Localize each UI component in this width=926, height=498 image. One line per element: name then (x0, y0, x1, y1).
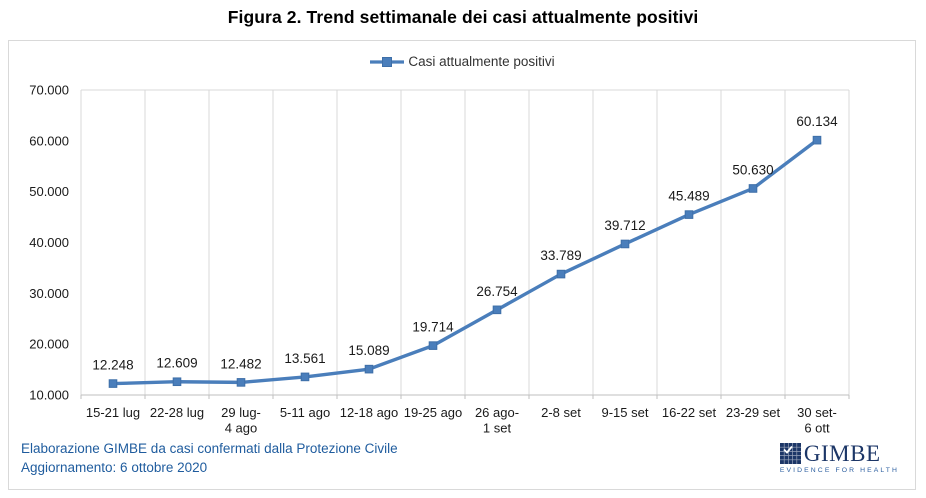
footer-update: Aggiornamento: 6 ottobre 2020 (21, 459, 208, 475)
x-axis-category-label: 23-29 set (726, 405, 781, 420)
gimbe-logo-grid-icon (779, 443, 801, 464)
chart-legend: Casi attualmente positivi (9, 54, 915, 69)
data-point-marker (812, 135, 822, 145)
chart-footer: Elaborazione GIMBE da casi confermati da… (21, 440, 398, 478)
y-axis-tick-label: 10.000 (29, 388, 69, 403)
data-point-marker (492, 305, 502, 315)
x-axis-category-label: 30 set-6 ott (797, 405, 837, 436)
data-point-marker (428, 341, 438, 350)
data-point-label: 60.134 (796, 114, 838, 129)
gimbe-logo-tagline: EVIDENCE FOR HEALTH (779, 467, 899, 474)
x-axis-category-label: 9-15 set (602, 405, 649, 420)
y-axis-tick-label: 60.000 (29, 133, 69, 148)
data-point-label: 45.489 (668, 189, 709, 204)
x-axis-category-label: 15-21 lug (86, 405, 140, 420)
data-point-label: 26.754 (476, 284, 518, 299)
data-point-label: 33.789 (540, 248, 581, 263)
data-point-marker (236, 378, 246, 387)
legend-line-marker-icon (370, 56, 405, 67)
x-axis-category-label: 29 lug-4 ago (221, 405, 261, 436)
line-chart-plot: 10.000 20.000 30.000 40.000 50.000 60.000 70.0… (29, 83, 850, 436)
data-point-label: 15.089 (348, 343, 389, 358)
data-point-marker (172, 377, 182, 387)
x-axis-category-label: 16-22 set (662, 405, 717, 420)
y-axis-tick-label: 40.000 (29, 235, 69, 250)
data-point-label: 12.609 (156, 356, 197, 371)
page-title: Figura 2. Trend settimanale dei casi att… (227, 7, 699, 27)
x-axis-category-label: 19-25 ago (404, 405, 463, 420)
footer-source: Elaborazione GIMBE da casi confermati da… (21, 441, 398, 456)
data-point-label: 13.561 (284, 351, 325, 366)
data-point-marker (684, 210, 694, 219)
x-axis-category-label: 12-18 ago (340, 405, 399, 420)
y-axis-tick-label: 30.000 (29, 286, 69, 301)
y-axis-tick-label: 50.000 (29, 184, 69, 199)
data-point-label: 19.714 (412, 320, 454, 335)
data-point-marker (556, 269, 566, 279)
x-axis-category-label: 2-8 set (541, 405, 581, 420)
y-axis-tick-label: 20.000 (29, 337, 69, 352)
x-axis-category-label: 5-11 ago (280, 405, 330, 420)
data-point-label: 50.630 (732, 162, 773, 177)
data-point-label: 12.248 (92, 358, 133, 373)
legend-label: Casi attualmente positivi (408, 54, 555, 69)
data-point-marker (748, 184, 758, 193)
data-point-label: 12.482 (220, 356, 261, 371)
data-point-marker (300, 372, 310, 382)
series-line (111, 138, 819, 386)
chart-container: Casi attualmente positivi 10.000 20.000 30… (8, 40, 916, 490)
gimbe-logo-text: GIMBE (803, 441, 881, 466)
data-point-label: 39.712 (604, 218, 645, 233)
y-axis-tick-label: 70.000 (29, 83, 69, 98)
data-point-marker (108, 379, 118, 388)
x-axis-category-label: 22-28 lug (150, 405, 204, 420)
data-point-marker (620, 239, 630, 249)
gimbe-logo: GIMBE EVIDENCE FOR HEALTH (779, 441, 899, 474)
data-point-marker (364, 364, 374, 374)
x-axis-category-label: 26 ago-1 set (475, 405, 519, 436)
gimbe-logo-row: GIMBE (779, 441, 881, 466)
